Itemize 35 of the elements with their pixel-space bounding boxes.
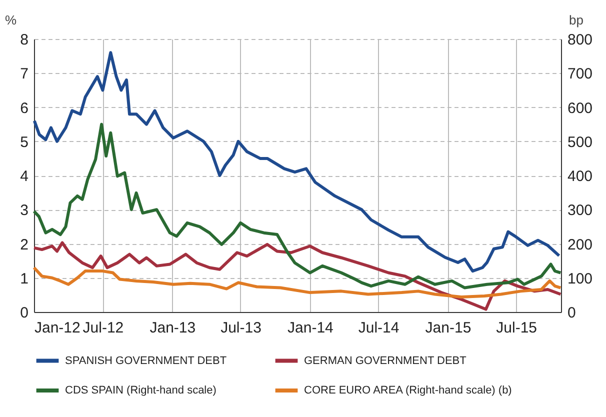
y2-axis-title: bp	[569, 12, 584, 28]
line-series	[32, 266, 562, 298]
y2-tick-label: 500	[568, 134, 593, 151]
line-series	[32, 122, 562, 290]
legend-label: CDS SPAIN (Right-hand scale)	[65, 384, 216, 396]
line-series	[32, 51, 561, 273]
y-tick-label: 8	[20, 32, 28, 48]
y-tick-label: 4	[20, 168, 28, 185]
x-tick-label: Jul-12	[82, 320, 124, 336]
legend-label: CORE EURO AREA (Right-hand scale) (b)	[304, 384, 512, 396]
x-tick-label: Jan-15	[425, 320, 472, 336]
y-tick-label: 2	[20, 236, 28, 254]
x-tick-label: Jul-15	[496, 320, 538, 336]
y2-tick-label: 700	[568, 66, 593, 83]
x-tick-label: Jul-13	[220, 320, 262, 336]
legend-label: GERMAN GOVERNMENT DEBT	[304, 354, 467, 367]
x-tick-label: Jan-12	[34, 320, 80, 336]
y2-tick-label: 400	[568, 168, 593, 185]
y2-tick-label: 800	[568, 32, 593, 48]
y-tick-label: 0	[20, 304, 28, 322]
y2-tick-label: 200	[568, 236, 593, 254]
y-tick-label: 5	[20, 134, 28, 151]
legend-label: SPANISH GOVERNMENT DEBT	[65, 354, 227, 367]
y2-tick-label: 300	[568, 202, 593, 220]
x-tick-label: Jan-14	[288, 320, 334, 336]
y-tick-label: 6	[20, 100, 28, 117]
y-tick-label: 1	[20, 270, 28, 288]
x-tick-label: Jan-13	[150, 320, 196, 336]
y-tick-label: 7	[20, 66, 28, 83]
y2-tick-label: 100	[568, 270, 593, 288]
y-axis-title: %	[4, 12, 17, 28]
x-tick-label: Jul-14	[358, 320, 400, 336]
y2-tick-label: 600	[568, 100, 593, 117]
y-tick-label: 3	[20, 202, 28, 220]
y2-tick-label: 0	[568, 304, 576, 322]
